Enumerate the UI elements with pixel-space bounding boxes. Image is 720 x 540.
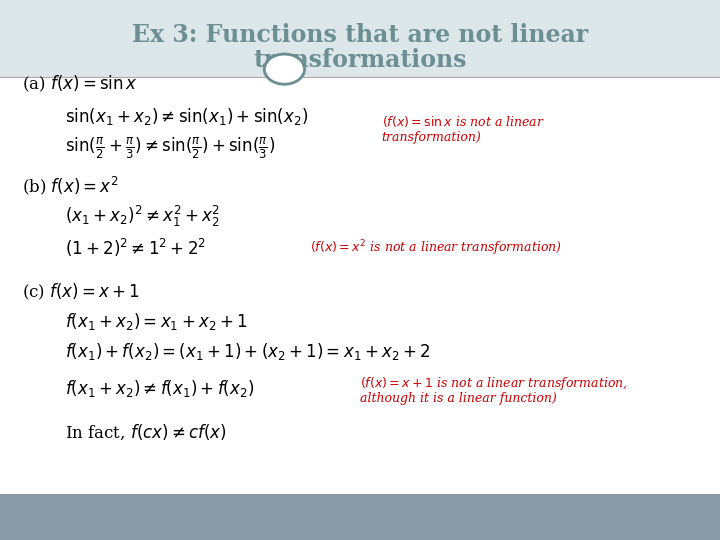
Text: although it is a linear function): although it is a linear function) [360,392,557,405]
Text: $\sin(\frac{\pi}{2} + \frac{\pi}{3}) \neq \sin(\frac{\pi}{2}) + \sin(\frac{\pi}{: $\sin(\frac{\pi}{2} + \frac{\pi}{3}) \ne… [65,136,275,161]
Text: In fact, $f(cx) \neq cf(x)$: In fact, $f(cx) \neq cf(x)$ [65,422,227,442]
Circle shape [266,55,303,83]
Text: $(x_1 + x_2)^2 \neq x_1^2 + x_2^2$: $(x_1 + x_2)^2 \neq x_1^2 + x_2^2$ [65,204,220,228]
Text: Ex 3: Functions that are not linear: Ex 3: Functions that are not linear [132,23,588,47]
Text: (b) $f(x) = x^2$: (b) $f(x) = x^2$ [22,175,119,198]
Text: $(f(x) = \sin x$ is not a linear: $(f(x) = \sin x$ is not a linear [382,114,544,129]
FancyBboxPatch shape [0,0,720,77]
Text: (c) $f(x) = x+1$: (c) $f(x) = x+1$ [22,281,140,302]
Text: $f(x_1 + x_2) = x_1 + x_2 + 1$: $f(x_1 + x_2) = x_1 + x_2 + 1$ [65,311,248,332]
Text: transformations: transformations [253,49,467,72]
Text: $(1+2)^2 \neq 1^2 + 2^2$: $(1+2)^2 \neq 1^2 + 2^2$ [65,238,206,259]
Text: $(f(x) = x^2$ is not a linear transformation): $(f(x) = x^2$ is not a linear transforma… [310,239,562,258]
Text: $\sin(x_1 + x_2) \neq \sin(x_1) + \sin(x_2)$: $\sin(x_1 + x_2) \neq \sin(x_1) + \sin(x… [65,106,308,126]
Text: transformation): transformation) [382,131,482,144]
Text: $f(x_1) + f(x_2) = (x_1+1)+(x_2+1) = x_1 + x_2 + 2$: $f(x_1) + f(x_2) = (x_1+1)+(x_2+1) = x_1… [65,341,431,361]
FancyBboxPatch shape [0,494,720,540]
Text: $f(x_1 + x_2) \neq f(x_1) + f(x_2)$: $f(x_1 + x_2) \neq f(x_1) + f(x_2)$ [65,379,254,399]
Text: (a) $f(x) = \sin x$: (a) $f(x) = \sin x$ [22,73,138,94]
Text: $(f(x) = x+1$ is not a linear transformation,: $(f(x) = x+1$ is not a linear transforma… [360,375,628,392]
